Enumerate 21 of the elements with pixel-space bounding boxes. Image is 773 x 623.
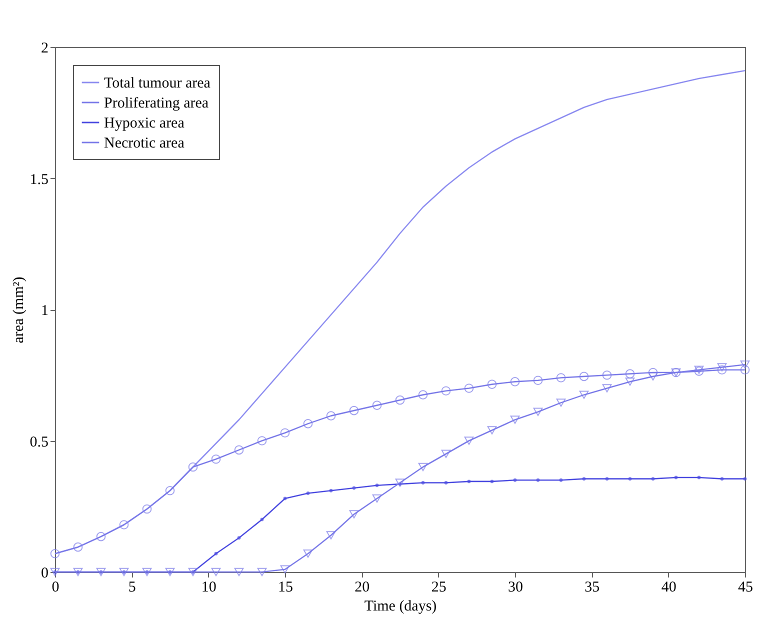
x-tick-label: 40 <box>661 580 676 596</box>
y-tick-label: 2 <box>41 40 48 56</box>
x-axis-title: Time (days) <box>364 598 437 614</box>
x-tick-label: 30 <box>508 580 523 596</box>
y-tick-label: 1 <box>41 303 48 319</box>
x-tick-label: 15 <box>278 580 293 596</box>
y-tick-label: 0.5 <box>30 434 48 450</box>
y-tick-label: 0 <box>41 566 48 582</box>
legend-label: Total tumour area <box>104 76 211 92</box>
x-tick-label: 25 <box>431 580 446 596</box>
y-tick-label: 1.5 <box>30 172 48 188</box>
x-tick-label: 35 <box>584 580 600 596</box>
x-tick-label: 5 <box>128 580 136 596</box>
x-tick-label: 10 <box>201 580 216 596</box>
x-tick-label: 45 <box>738 580 753 596</box>
x-tick-label: 0 <box>52 580 60 596</box>
y-axis-title: area (mm²) <box>10 276 27 344</box>
legend-label: Necrotic area <box>104 136 185 152</box>
legend-label: Hypoxic area <box>104 116 185 132</box>
legend-label: Proliferating area <box>104 96 209 112</box>
x-tick-label: 20 <box>354 580 370 596</box>
